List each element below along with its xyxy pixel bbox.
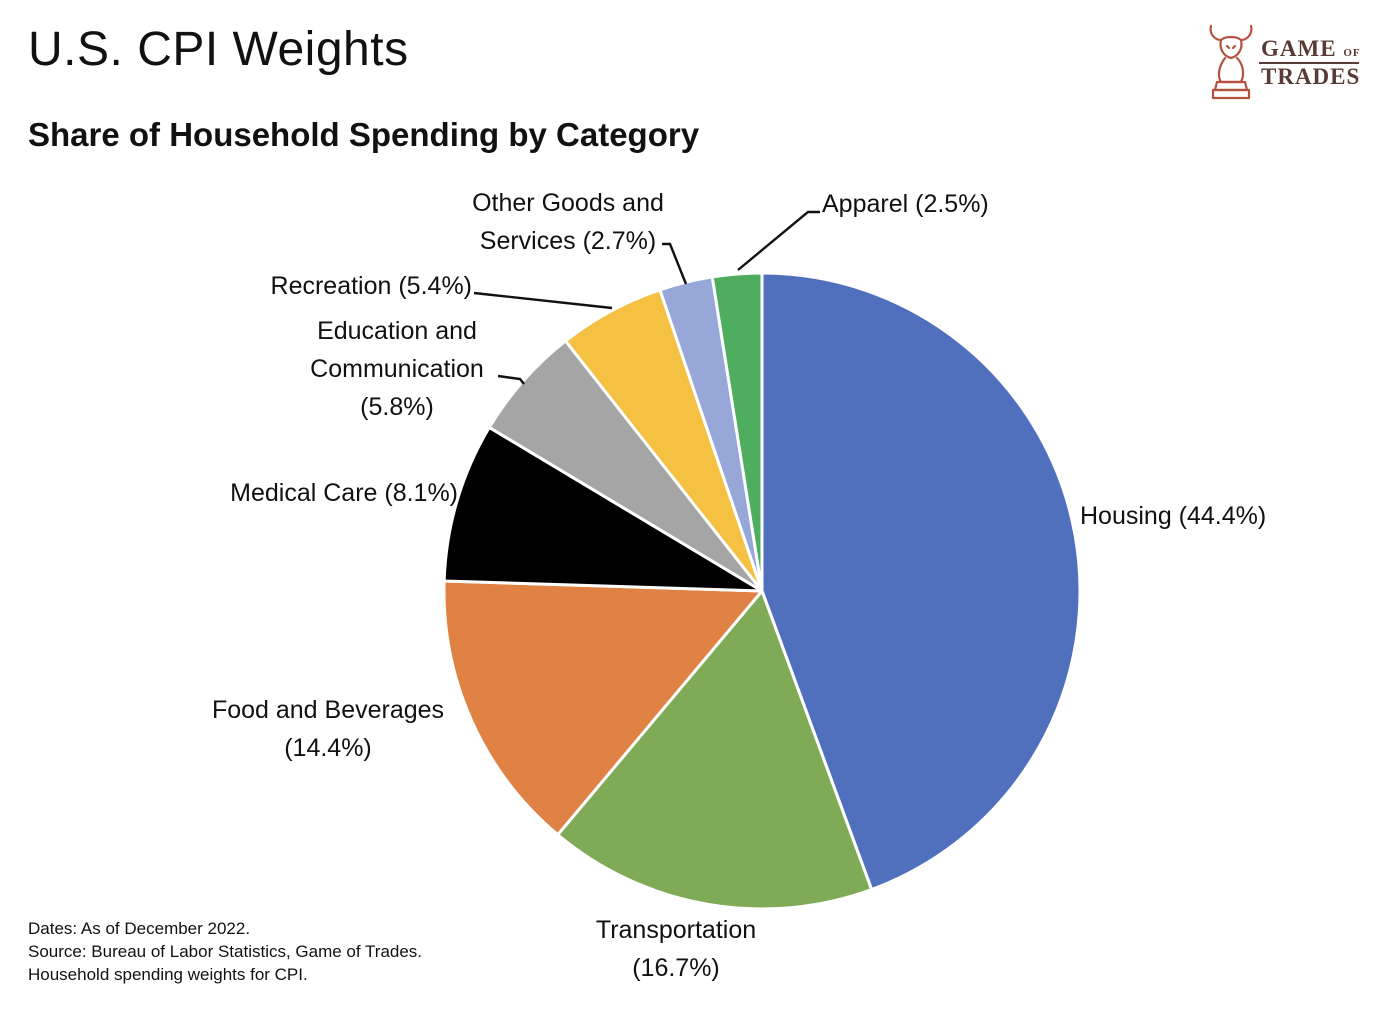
logo-word-game: GAME [1261,36,1337,61]
pie-slice-food-and-beverages [442,579,764,837]
logo-word-trades: TRADES [1261,64,1361,89]
chart-title: U.S. CPI Weights [28,23,409,76]
footnote-dates: Dates: As of December 2022. [28,919,251,938]
bull-chess-knight-icon [1209,24,1253,100]
footnotes: Dates: As of December 2022. Source: Bure… [28,917,422,986]
chart-subtitle: Share of Household Spending by Category [28,116,700,153]
pie-slice-housing [760,271,1082,892]
footnote-note: Household spending weights for CPI. [28,965,308,984]
data-label-other-goods-and-services: Other Goods and Services (2.7%) [472,189,664,255]
leader-line-education-and-communication [497,374,525,385]
data-label-recreation: Recreation (5.4%) [271,272,472,300]
pie-slice-apparel [710,271,764,593]
slice-labels: Housing (44.4%) Transportation (16.7%) Food… [212,189,1266,982]
data-label-education-and-communication: Education and Communication (5.8%) [310,317,484,421]
logo-divider [1259,62,1359,64]
data-label-medical-care: Medical Care (8.1%) [230,479,458,507]
pie-slice-transportation [556,589,874,911]
leader-line-recreation [473,291,613,310]
leader-line-apparel [737,210,820,271]
footnote-source: Source: Bureau of Labor Statistics, Game… [28,942,423,961]
data-label-housing: Housing (44.4%) [1080,502,1266,530]
data-label-food-and-beverages: Food and Beverages (14.4%) [212,696,444,762]
data-label-transportation: Transportation (16.7%) [596,916,756,982]
pie-slices [442,271,1082,911]
game-of-trades-logo: GAME OF TRADES [1203,18,1363,106]
pie-slice-medical-care [442,425,764,593]
data-label-apparel: Apparel (2.5%) [822,190,989,218]
leader-line-other-goods-and-services [662,242,688,285]
logo-word-of: OF [1343,47,1361,59]
leader-lines [473,210,820,385]
